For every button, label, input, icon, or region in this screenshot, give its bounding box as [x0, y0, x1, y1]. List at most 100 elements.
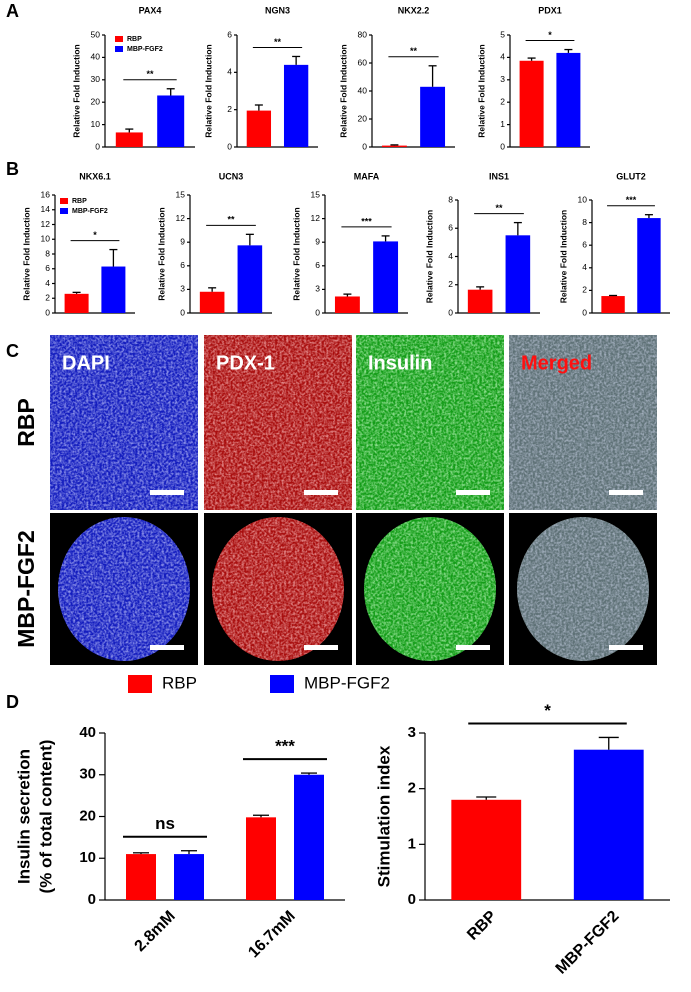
significance-label: **	[274, 37, 282, 47]
y-axis-label: Relative Fold Induction	[338, 44, 348, 138]
y-tick-label: 3	[315, 284, 320, 294]
y-tick-label: 15	[311, 189, 321, 199]
scale-bar	[150, 490, 184, 495]
noise-color	[509, 335, 657, 510]
error-bar	[428, 65, 437, 87]
panel-label: D	[6, 692, 19, 712]
y-tick-label: 0	[408, 891, 416, 908]
bar	[126, 854, 156, 900]
legend-label: RBP	[127, 36, 142, 43]
noise-color	[517, 517, 649, 661]
legend-swatch	[60, 208, 68, 214]
y-tick-label: 4	[448, 251, 453, 261]
micrograph-texture	[364, 517, 496, 661]
scale-bar	[609, 645, 643, 650]
error-bar	[343, 293, 352, 297]
legend-swatch	[270, 675, 294, 693]
y-tick-label: 50	[91, 29, 101, 39]
error-bar	[301, 772, 317, 775]
bar	[601, 296, 625, 313]
y-tick-label: 20	[79, 807, 96, 824]
y-tick-label: 6	[315, 260, 320, 270]
noise	[212, 517, 344, 661]
legend-label: RBP	[162, 673, 197, 692]
y-tick-label: 10	[79, 849, 96, 866]
error-bar	[390, 144, 399, 146]
error-bar	[598, 736, 619, 750]
noise	[58, 517, 190, 661]
y-tick-label: 1	[408, 835, 416, 852]
error-bar	[245, 233, 254, 246]
noise	[517, 517, 649, 661]
chart-title: NKX2.2	[398, 5, 430, 15]
bar	[637, 218, 661, 313]
y-tick-label: 80	[358, 29, 368, 39]
error-bar	[292, 55, 301, 65]
dapi-overlay	[517, 517, 649, 661]
y-tick-label: 12	[311, 213, 321, 223]
y-tick-label: 0	[582, 307, 587, 317]
y-tick-label: 0	[362, 141, 367, 151]
error-bar	[109, 248, 118, 267]
y-tick-label: 0	[448, 307, 453, 317]
y-tick-label: 10	[91, 119, 101, 129]
y-axis-label: Relative Fold Induction	[21, 207, 31, 301]
bar	[334, 296, 360, 313]
micrograph-texture	[58, 517, 190, 661]
y-tick-label: 0	[500, 141, 505, 151]
error-bar	[609, 294, 618, 297]
y-tick-label: 2	[582, 285, 587, 295]
y-axis-label: Insulin secretion	[14, 749, 33, 884]
y-tick-label: 2	[448, 279, 453, 289]
y-tick-label: 10	[41, 234, 51, 244]
scale-bar	[609, 490, 643, 495]
y-tick-label: 12	[41, 219, 51, 229]
error-bar	[125, 128, 134, 133]
bar	[573, 749, 644, 900]
significance-label: ***	[626, 195, 637, 205]
chart-title: PDX1	[538, 5, 562, 15]
y-axis-label: Relative Fold Induction	[71, 44, 81, 138]
y-tick-label: 0	[88, 891, 96, 908]
bar	[157, 95, 185, 147]
y-tick-label: 2	[408, 780, 416, 797]
micrograph-texture	[212, 517, 344, 661]
y-tick-label: 3	[408, 724, 416, 741]
legend-label: MBP-FGF2	[304, 673, 390, 692]
scale-bar	[150, 645, 184, 650]
error-bar	[72, 291, 81, 294]
y-tick-label: 6	[45, 263, 50, 273]
y-tick-label: 20	[91, 96, 101, 106]
y-axis-label: Relative Fold Induction	[156, 207, 166, 301]
y-axis-label: (% of total content)	[36, 740, 55, 894]
scale-bar	[304, 490, 338, 495]
micrograph-texture	[204, 335, 352, 510]
y-tick-label: 6	[180, 260, 185, 270]
error-bar	[527, 57, 536, 61]
y-tick-label: 3	[500, 74, 505, 84]
error-bar	[181, 850, 197, 855]
significance-label: **	[495, 203, 503, 213]
legend-swatch	[115, 46, 123, 52]
bar	[64, 293, 89, 313]
error-bar	[476, 796, 497, 800]
column-label: Insulin	[368, 352, 432, 374]
legend-label: MBP-FGF2	[127, 46, 163, 53]
bar	[115, 132, 143, 147]
column-label: Merged	[521, 352, 592, 374]
error-bar	[381, 235, 390, 242]
bar	[101, 266, 126, 313]
bar	[381, 145, 407, 147]
significance-label: ***	[361, 216, 372, 226]
y-tick-label: 2	[227, 104, 232, 114]
bar	[174, 854, 204, 900]
y-tick-label: 4	[500, 52, 505, 62]
y-axis-label: Relative Fold Induction	[424, 210, 434, 304]
legend-label: RBP	[72, 198, 87, 205]
y-tick-label: 5	[500, 29, 505, 39]
y-tick-label: 4	[582, 262, 587, 272]
bar	[556, 52, 581, 147]
y-tick-label: 0	[180, 307, 185, 317]
bar	[246, 110, 272, 147]
